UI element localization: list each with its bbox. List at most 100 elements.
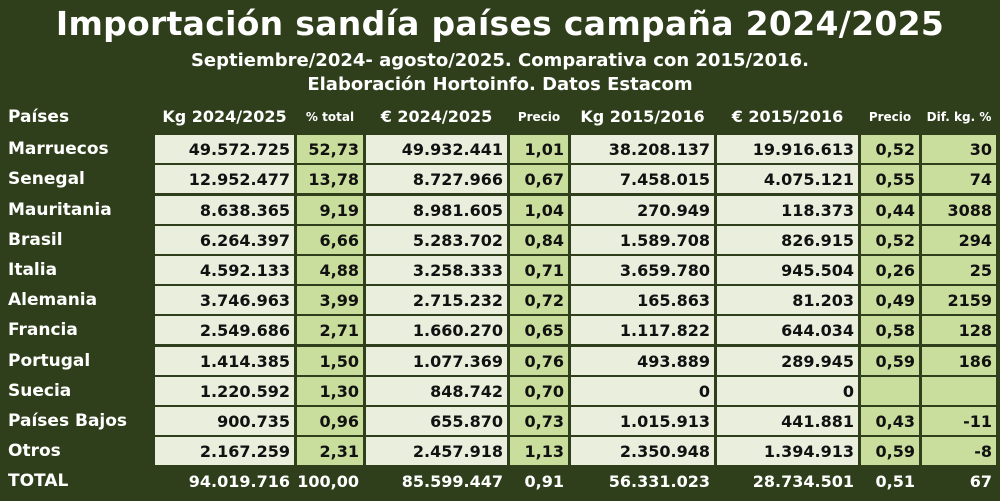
cell-eur-2015: 826.915 — [717, 226, 858, 254]
cell-eur-2024: 655.870 — [366, 407, 507, 435]
cell-price-2015: 0,52 — [861, 135, 919, 163]
cell-country: Países Bajos — [8, 411, 128, 431]
cell-price-2024: 0,71 — [510, 256, 568, 284]
cell-eur-2015: 0 — [717, 377, 858, 405]
cell-pct-total: 52,73 — [297, 135, 363, 163]
cell-price-2015: 0,52 — [861, 226, 919, 254]
header-price-2015: Precio — [868, 109, 912, 124]
cell-price-2024: 1,13 — [510, 437, 568, 465]
total-price-2015: 0,51 — [875, 471, 915, 491]
cell-diff-kg: 2159 — [922, 286, 996, 314]
cell-eur-2015: 4.075.121 — [717, 165, 858, 193]
header-eur-2024: € 2024/2025 — [380, 107, 493, 126]
cell-eur-2024: 848.742 — [366, 377, 507, 405]
cell-eur-2024: 8.727.966 — [366, 165, 507, 193]
chart-title: Importación sandía países campaña 2024/2… — [55, 4, 945, 43]
cell-country: Francia — [8, 320, 78, 340]
cell-pct-total: 9,19 — [297, 196, 363, 224]
cell-diff-kg: 3088 — [922, 196, 996, 224]
cell-eur-2015: 945.504 — [717, 256, 858, 284]
cell-price-2015 — [861, 377, 919, 405]
cell-kg-2024: 12.952.477 — [155, 165, 294, 193]
cell-kg-2015: 38.208.137 — [571, 135, 714, 163]
header-pct-total: % total — [305, 109, 355, 124]
cell-kg-2015: 270.949 — [571, 196, 714, 224]
chart-subtitle-line2: Elaboración Hortoinfo. Datos Estacom — [307, 74, 693, 95]
header-kg-2024: Kg 2024/2025 — [162, 107, 287, 126]
cell-kg-2015: 1.015.913 — [571, 407, 714, 435]
cell-country: Marruecos — [8, 139, 109, 159]
cell-eur-2024: 2.715.232 — [366, 286, 507, 314]
cell-eur-2015: 1.394.913 — [717, 437, 858, 465]
cell-eur-2024: 49.932.441 — [366, 135, 507, 163]
cell-price-2024: 0,70 — [510, 377, 568, 405]
cell-diff-kg — [922, 377, 996, 405]
cell-pct-total: 4,88 — [297, 256, 363, 284]
cell-country: Alemania — [8, 290, 98, 310]
cell-kg-2015: 2.350.948 — [571, 437, 714, 465]
cell-pct-total: 2,71 — [297, 316, 363, 344]
cell-price-2024: 0,67 — [510, 165, 568, 193]
cell-kg-2015: 7.458.015 — [571, 165, 714, 193]
cell-price-2015: 0,49 — [861, 286, 919, 314]
total-eur-2024: 85.599.447 — [401, 471, 503, 491]
cell-kg-2024: 4.592.133 — [155, 256, 294, 284]
cell-country: Mauritania — [8, 200, 112, 220]
header-price-2024: Precio — [517, 109, 561, 124]
total-kg-2015: 56.331.023 — [608, 471, 710, 491]
cell-kg-2024: 2.167.259 — [155, 437, 294, 465]
cell-pct-total: 13,78 — [297, 165, 363, 193]
cell-eur-2024: 1.660.270 — [366, 316, 507, 344]
cell-eur-2015: 81.203 — [717, 286, 858, 314]
cell-eur-2024: 3.258.333 — [366, 256, 507, 284]
cell-kg-2024: 49.572.725 — [155, 135, 294, 163]
cell-pct-total: 3,99 — [297, 286, 363, 314]
cell-diff-kg: 74 — [922, 165, 996, 193]
cell-kg-2015: 165.863 — [571, 286, 714, 314]
cell-price-2024: 1,01 — [510, 135, 568, 163]
cell-price-2024: 0,72 — [510, 286, 568, 314]
cell-eur-2015: 644.034 — [717, 316, 858, 344]
cell-diff-kg: 30 — [922, 135, 996, 163]
cell-kg-2015: 1.117.822 — [571, 316, 714, 344]
header-diff-kg: Dif. kg. % — [926, 109, 992, 124]
total-price-2024: 0,91 — [524, 471, 564, 491]
cell-price-2015: 0,59 — [861, 437, 919, 465]
cell-price-2015: 0,43 — [861, 407, 919, 435]
cell-country: Suecia — [8, 381, 72, 401]
cell-price-2024: 0,73 — [510, 407, 568, 435]
cell-country: Portugal — [8, 351, 91, 371]
cell-price-2015: 0,58 — [861, 316, 919, 344]
cell-diff-kg: 128 — [922, 316, 996, 344]
cell-eur-2015: 118.373 — [717, 196, 858, 224]
cell-kg-2015: 3.659.780 — [571, 256, 714, 284]
cell-diff-kg: 186 — [922, 347, 996, 375]
cell-eur-2024: 8.981.605 — [366, 196, 507, 224]
cell-kg-2015: 493.889 — [571, 347, 714, 375]
cell-country: Brasil — [8, 230, 63, 250]
cell-country: Italia — [8, 260, 58, 280]
total-eur-2015: 28.734.501 — [752, 471, 854, 491]
cell-diff-kg: 25 — [922, 256, 996, 284]
header-country: Países — [8, 106, 70, 127]
cell-diff-kg: -11 — [922, 407, 996, 435]
total-kg-2024: 94.019.716 — [188, 471, 290, 491]
chart-subtitle-line1: Septiembre/2024- agosto/2025. Comparativ… — [190, 50, 810, 71]
cell-diff-kg: -8 — [922, 437, 996, 465]
cell-kg-2024: 6.264.397 — [155, 226, 294, 254]
cell-pct-total: 0,96 — [297, 407, 363, 435]
cell-kg-2015: 0 — [571, 377, 714, 405]
cell-eur-2015: 19.916.613 — [717, 135, 858, 163]
cell-kg-2024: 2.549.686 — [155, 316, 294, 344]
cell-pct-total: 2,31 — [297, 437, 363, 465]
cell-kg-2024: 8.638.365 — [155, 196, 294, 224]
header-eur-2015: € 2015/2016 — [731, 107, 844, 126]
cell-eur-2015: 289.945 — [717, 347, 858, 375]
total-pct-total: 100,00 — [297, 471, 359, 491]
cell-country: Senegal — [8, 169, 85, 189]
cell-price-2015: 0,44 — [861, 196, 919, 224]
total-diff-kg: 67 — [969, 471, 992, 491]
total-country: TOTAL — [8, 471, 69, 491]
cell-price-2024: 0,84 — [510, 226, 568, 254]
